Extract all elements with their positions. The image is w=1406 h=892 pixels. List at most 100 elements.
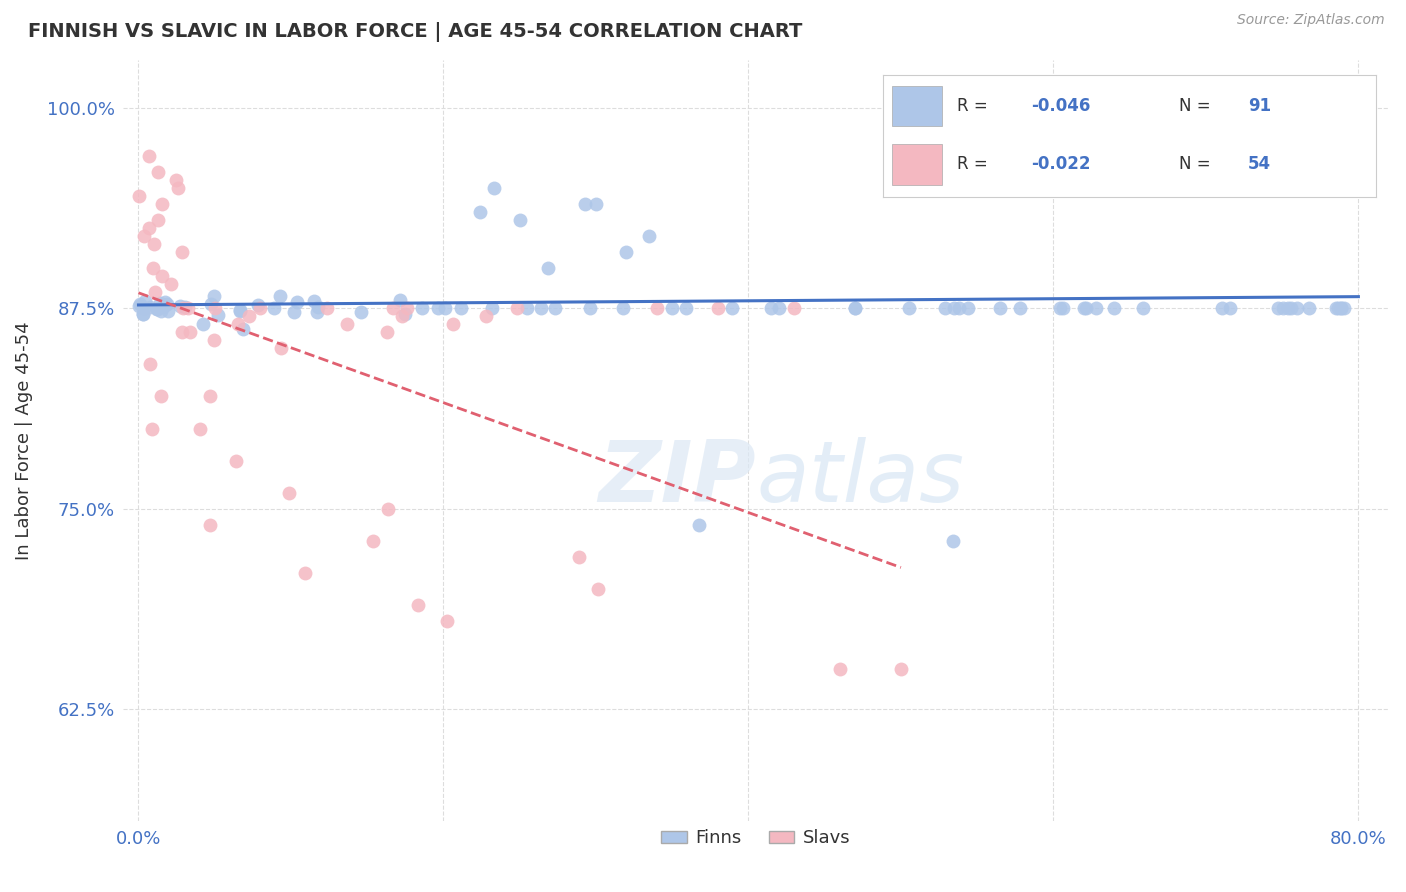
Point bbox=[568, 549, 591, 564]
Point bbox=[482, 181, 505, 195]
Point bbox=[202, 333, 225, 347]
Point bbox=[173, 301, 195, 315]
Point bbox=[1279, 301, 1302, 316]
Point bbox=[361, 533, 384, 548]
Point bbox=[942, 533, 965, 548]
Point bbox=[675, 301, 697, 316]
Point bbox=[134, 293, 156, 308]
Point bbox=[143, 285, 166, 300]
Point bbox=[169, 299, 191, 313]
Point bbox=[1324, 301, 1347, 316]
Point bbox=[468, 205, 491, 219]
Point bbox=[427, 301, 450, 316]
Point bbox=[1211, 301, 1233, 316]
Point bbox=[269, 289, 291, 303]
Point bbox=[1073, 301, 1095, 316]
Point bbox=[1271, 301, 1294, 316]
Text: atlas: atlas bbox=[756, 437, 965, 520]
Point bbox=[142, 261, 165, 276]
Point bbox=[707, 301, 730, 316]
Point bbox=[588, 582, 610, 596]
Point bbox=[172, 301, 194, 316]
Point bbox=[226, 318, 249, 332]
Point bbox=[612, 301, 634, 316]
Point bbox=[139, 300, 162, 314]
Point bbox=[128, 300, 150, 314]
Text: ZIP: ZIP bbox=[599, 437, 756, 520]
Text: Source: ZipAtlas.com: Source: ZipAtlas.com bbox=[1237, 13, 1385, 28]
Point bbox=[247, 298, 270, 312]
Point bbox=[1331, 117, 1354, 131]
Point bbox=[159, 277, 181, 292]
Point bbox=[232, 322, 254, 336]
Point bbox=[897, 301, 920, 316]
Point bbox=[408, 598, 430, 612]
Point bbox=[761, 301, 783, 316]
Point bbox=[537, 261, 560, 276]
Point bbox=[661, 301, 683, 316]
Point bbox=[1052, 301, 1074, 316]
Point bbox=[1326, 301, 1348, 316]
Point bbox=[411, 301, 433, 316]
Point bbox=[574, 197, 596, 211]
Point bbox=[616, 245, 638, 260]
Point bbox=[1084, 301, 1107, 316]
Point bbox=[544, 301, 567, 316]
Point bbox=[934, 301, 956, 316]
Point bbox=[129, 297, 152, 311]
Point bbox=[1277, 301, 1299, 316]
Point bbox=[132, 229, 155, 244]
Point bbox=[450, 301, 472, 316]
Point bbox=[138, 149, 160, 163]
Point bbox=[336, 318, 359, 332]
Point bbox=[149, 303, 172, 318]
Point bbox=[1330, 301, 1353, 316]
Point bbox=[506, 301, 529, 316]
Point bbox=[207, 308, 229, 322]
Y-axis label: In Labor Force | Age 45-54: In Labor Force | Age 45-54 bbox=[15, 321, 32, 560]
Point bbox=[229, 303, 252, 318]
Point bbox=[188, 421, 211, 435]
Point bbox=[768, 301, 790, 316]
Point bbox=[1010, 301, 1032, 316]
Point bbox=[146, 165, 169, 179]
Point bbox=[530, 301, 553, 316]
Point bbox=[278, 485, 301, 500]
Point bbox=[1267, 301, 1289, 316]
Point bbox=[377, 326, 399, 340]
Point bbox=[1219, 301, 1241, 316]
Point bbox=[146, 301, 169, 316]
Point bbox=[783, 301, 806, 316]
Point bbox=[128, 189, 150, 203]
Point bbox=[436, 614, 458, 628]
Point bbox=[721, 301, 744, 316]
Point bbox=[948, 301, 970, 316]
Text: FINNISH VS SLAVIC IN LABOR FORCE | AGE 45-54 CORRELATION CHART: FINNISH VS SLAVIC IN LABOR FORCE | AGE 4… bbox=[28, 22, 803, 42]
Point bbox=[229, 303, 252, 318]
Point bbox=[481, 301, 503, 316]
Point bbox=[165, 173, 187, 187]
Point bbox=[141, 421, 163, 435]
Point bbox=[204, 301, 226, 316]
Point bbox=[579, 301, 602, 316]
Point bbox=[270, 341, 292, 355]
Point bbox=[157, 304, 180, 318]
Point bbox=[191, 317, 214, 331]
Point bbox=[391, 310, 413, 324]
Point bbox=[394, 307, 416, 321]
Point bbox=[283, 305, 305, 319]
Point bbox=[585, 197, 607, 211]
Point bbox=[1049, 301, 1071, 316]
Point bbox=[828, 662, 851, 676]
Point bbox=[302, 293, 325, 308]
Point bbox=[156, 296, 179, 310]
Point bbox=[132, 301, 155, 316]
Point bbox=[1074, 301, 1097, 316]
Point bbox=[150, 389, 173, 403]
Point bbox=[263, 301, 285, 315]
Point bbox=[150, 197, 173, 211]
Point bbox=[307, 305, 329, 319]
Point bbox=[166, 181, 188, 195]
Point bbox=[377, 501, 399, 516]
Point bbox=[516, 301, 538, 316]
